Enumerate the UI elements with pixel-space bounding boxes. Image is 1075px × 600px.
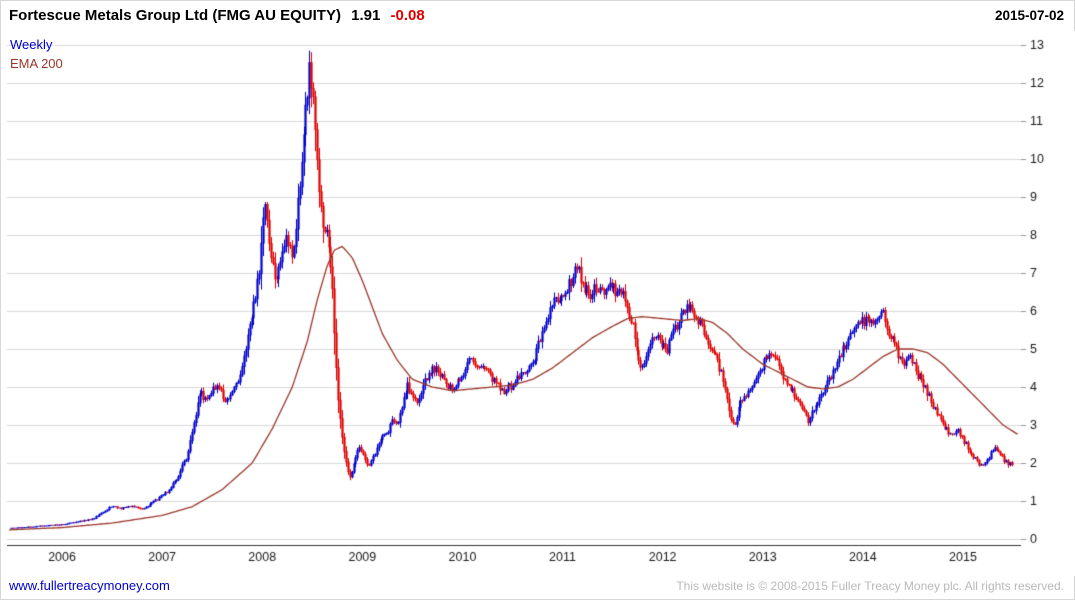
chart-legend: Weekly EMA 200: [10, 35, 63, 73]
instrument-name: Fortescue Metals Group Ltd (FMG AU EQUIT…: [9, 7, 341, 24]
legend-weekly: Weekly: [10, 37, 53, 52]
price-chart-canvas: [1, 31, 1075, 576]
chart-footer: www.fullertreacymoney.com This website i…: [1, 574, 1074, 599]
copyright-text: This website is © 2008-2015 Fuller Treac…: [676, 579, 1064, 593]
price-change: -0.08: [390, 7, 425, 24]
chart-date: 2015-07-02: [994, 8, 1064, 23]
chart-header: Fortescue Metals Group Ltd (FMG AU EQUIT…: [1, 1, 1074, 31]
legend-ema-200: EMA 200: [10, 56, 63, 71]
site-link[interactable]: www.fullertreacymoney.com: [9, 578, 170, 593]
last-price: 1.91: [351, 7, 381, 24]
plot-area: Weekly EMA 200: [1, 31, 1075, 576]
page-title: Fortescue Metals Group Ltd (FMG AU EQUIT…: [9, 7, 425, 24]
